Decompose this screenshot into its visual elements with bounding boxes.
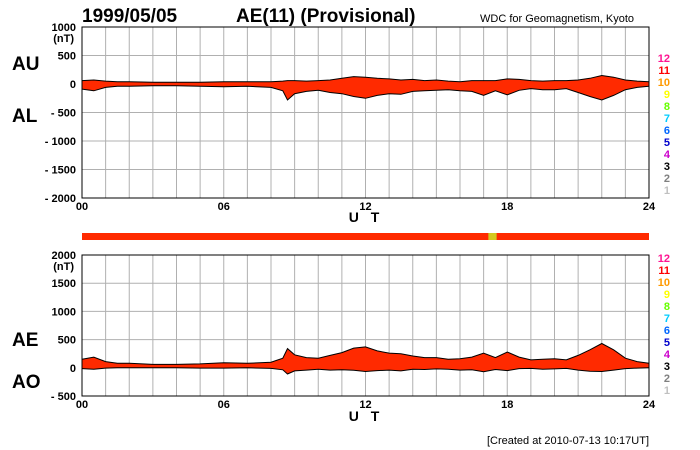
x-tick-label: 12 [359,201,371,213]
series-line-ae [81,342,650,365]
data-status-bar [82,233,649,240]
y-tick-label: - 1500 [45,165,76,177]
y-tick-label: 1500 [52,278,76,290]
y-tick-label: - 500 [51,108,76,120]
panel2-unit: (nT) [53,261,74,273]
legend-item: 12 [658,53,670,65]
x-tick-label: 06 [218,399,230,411]
legend-item: 2 [664,373,670,385]
x-tick-label: 00 [76,399,88,411]
legend-item: 4 [664,149,671,161]
legend-item: 1 [664,385,670,397]
au-label: AU [12,54,39,75]
x-tick-label: 00 [76,201,88,213]
x-tick-label: 18 [501,399,513,411]
panel1-xlabel: U T [349,209,384,225]
legend-item: 8 [664,301,670,313]
plot-frame [81,254,650,397]
legend-item: 1 [664,185,670,197]
y-tick-label: - 2000 [45,193,76,205]
chart-date: 1999/05/05 [82,6,178,27]
legend-item: 11 [658,265,670,277]
y-tick-label: 0 [70,363,76,375]
y-tick-label: 500 [58,335,76,347]
legend-item: 5 [664,137,670,149]
x-tick-label: 18 [501,201,513,213]
legend-item: 8 [664,101,670,113]
y-tick-label: 500 [58,51,76,63]
area-fill [82,75,649,100]
plot-frame [81,26,650,199]
y-tick-label: - 500 [51,391,76,403]
legend-item: 6 [664,325,670,337]
legend-item: 4 [664,349,671,361]
panel2-xlabel: U T [349,408,384,424]
legend-item: 7 [664,113,670,125]
y-tick-label: 1000 [52,306,76,318]
area-fill [82,343,649,374]
al-label: AL [12,106,38,127]
data-source: WDC for Geomagnetism, Kyoto [480,13,634,25]
panel1-unit: (nT) [53,33,74,45]
legend-item: 6 [664,125,670,137]
x-tick-label: 24 [643,201,656,213]
legend-item: 9 [664,289,670,301]
series-line-al [81,85,650,101]
x-tick-label: 12 [359,399,371,411]
series-line-ao [81,367,650,375]
legend-item: 3 [664,161,670,173]
y-tick-label: 0 [70,79,76,91]
legend-item: 11 [658,65,670,77]
y-tick-label: 1000 [52,22,76,34]
legend-item: 3 [664,361,670,373]
legend-item: 5 [664,337,670,349]
created-timestamp: [Created at 2010-07-13 10:17UT] [487,435,649,447]
legend-item: 12 [658,253,670,265]
series-line-au [81,74,650,83]
ao-label: AO [12,372,41,393]
legend-item: 7 [664,313,670,325]
x-tick-label: 06 [218,201,230,213]
y-tick-label: - 1000 [45,136,76,148]
status-bar-highlight [488,233,497,240]
x-tick-label: 24 [643,399,656,411]
legend-item: 2 [664,173,670,185]
y-tick-label: 2000 [52,250,76,262]
legend-item: 10 [658,77,670,89]
legend-item: 10 [658,277,670,289]
legend-item: 9 [664,89,670,101]
ae-label: AE [12,330,38,351]
chart-title: AE(11) (Provisional) [236,6,416,27]
